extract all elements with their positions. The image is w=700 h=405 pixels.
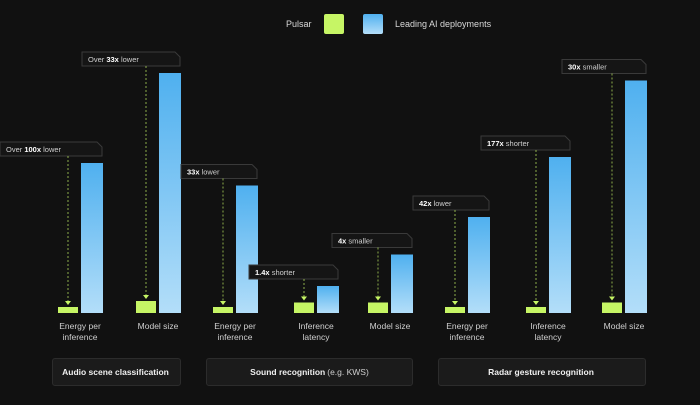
bar-leading: [391, 254, 413, 313]
bar-pulsar: [294, 302, 314, 313]
bar-pulsar: [58, 307, 78, 313]
callout-text: 33x lower: [187, 168, 220, 177]
bar-pulsar: [526, 307, 546, 313]
callout-box: [331, 233, 413, 248]
category-label: inference: [450, 332, 485, 342]
category-label: inference: [63, 332, 98, 342]
callout-text: Over 33x lower: [88, 55, 139, 64]
callout-text: 30x smaller: [568, 63, 607, 72]
bar-pulsar: [602, 302, 622, 313]
callout-arrowhead: [65, 301, 71, 305]
callout-box: [0, 141, 103, 157]
group-label: Audio scene classification: [62, 367, 169, 377]
legend-swatch-pulsar: [323, 14, 344, 34]
group-label: Radar gesture recognition: [488, 367, 594, 377]
callout-text: 42x lower: [419, 199, 452, 208]
callout-box: [180, 164, 258, 179]
callout-arrowhead: [143, 295, 149, 299]
callout-arrowhead: [375, 296, 381, 301]
category-label: Model size: [138, 321, 179, 331]
group-box-audio: Audio scene classification: [52, 358, 181, 386]
callout-text: 4x smaller: [338, 237, 373, 246]
category-label: Energy per: [59, 321, 101, 331]
callout-box: [561, 59, 647, 74]
category-label: latency: [303, 332, 331, 342]
category-label: Energy per: [214, 321, 256, 331]
category-label: latency: [535, 332, 563, 342]
callout-arrowhead: [609, 296, 615, 301]
legend-label-pulsar: Pulsar: [286, 19, 312, 29]
callout-arrowhead: [301, 296, 307, 301]
bar-pulsar: [136, 301, 156, 313]
callout-arrowhead: [452, 301, 458, 305]
legend-label-leading: Leading AI deployments: [395, 19, 492, 29]
callout-box: [480, 135, 571, 151]
bar-leading: [317, 286, 339, 313]
category-label: Model size: [370, 321, 411, 331]
callout-box: [81, 51, 181, 67]
bar-leading: [549, 157, 571, 313]
bar-pulsar: [213, 307, 233, 313]
group-box-sound: Sound recognition (e.g. KWS): [206, 358, 413, 386]
bar-leading: [236, 185, 258, 313]
callout-arrowhead: [533, 301, 539, 305]
category-label: Inference: [530, 321, 566, 331]
callout-text: Over 100x lower: [6, 145, 62, 154]
callout-box: [248, 264, 339, 280]
group-box-radar: Radar gesture recognition: [438, 358, 646, 386]
callout-text: 177x shorter: [487, 139, 530, 148]
category-label: Model size: [604, 321, 645, 331]
callout-arrowhead: [220, 301, 226, 305]
bar-leading: [159, 73, 181, 313]
bar-leading: [625, 80, 647, 313]
group-note: (e.g. KWS): [327, 367, 369, 377]
bar-leading: [81, 163, 103, 313]
category-label: inference: [218, 332, 253, 342]
category-label: Inference: [298, 321, 334, 331]
legend: Pulsar Leading AI deployments: [0, 14, 700, 36]
category-label: Energy per: [446, 321, 488, 331]
group-label: Sound recognition: [250, 367, 326, 377]
bar-pulsar: [445, 307, 465, 313]
legend-item-pulsar: Pulsar: [286, 14, 344, 34]
bar-leading: [468, 217, 490, 313]
legend-item-leading: Leading AI deployments: [363, 14, 491, 34]
bar-pulsar: [368, 302, 388, 313]
legend-swatch-leading: [363, 14, 383, 34]
callout-box: [412, 195, 490, 211]
callout-text: 1.4x shorter: [255, 268, 296, 277]
